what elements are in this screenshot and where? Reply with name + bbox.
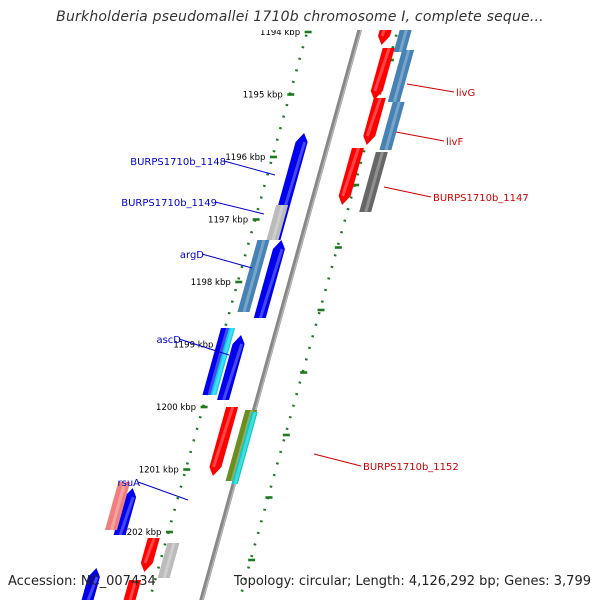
gene-sheen bbox=[162, 542, 176, 579]
gene-livg-a bbox=[370, 48, 395, 100]
gene-label-left: BURPS1710b_1148 bbox=[130, 157, 226, 168]
gene-label-right: BURPS1710b_1152 bbox=[363, 462, 459, 473]
gene-ascd-c bbox=[217, 335, 245, 400]
gene-label-right: livG bbox=[456, 88, 475, 99]
gene-sheen bbox=[364, 151, 384, 213]
gene-sheen bbox=[392, 49, 411, 103]
gene-sheen bbox=[212, 327, 234, 396]
gene-livh bbox=[378, 30, 392, 45]
gene-burps1710b-1147 bbox=[359, 152, 388, 212]
gene-livf-a bbox=[363, 98, 386, 145]
ruler-label: 1199 kbp bbox=[173, 341, 213, 351]
gene-sheen bbox=[110, 481, 127, 531]
label-leaders: BURPS1710b_1148 BURPS1710b_1149 argD ascD rs… bbox=[118, 83, 529, 501]
gene-sheen bbox=[207, 327, 230, 396]
chromosome-backbone bbox=[199, 30, 363, 600]
gene-label-right: livF bbox=[446, 137, 463, 148]
ruler-label: 1198 kbp bbox=[191, 278, 231, 288]
leader-line bbox=[214, 201, 265, 215]
ruler-label: 1200 kbp bbox=[156, 403, 196, 413]
accession-text: Accession: NC_007434 bbox=[8, 574, 156, 589]
leader-line bbox=[313, 453, 362, 467]
gene-label-left: argD bbox=[180, 250, 204, 261]
gene-sheen bbox=[341, 147, 360, 197]
gene-label-right: BURPS1710b_1147 bbox=[433, 193, 529, 204]
gene-ascd-b bbox=[210, 328, 236, 395]
gene-livg bbox=[387, 50, 415, 102]
gene-next-forward bbox=[81, 568, 100, 600]
leader-line bbox=[178, 338, 230, 356]
gene-label-left: BURPS1710b_1149 bbox=[121, 198, 217, 209]
gene-label-left: rsuA bbox=[118, 478, 141, 489]
leader-line bbox=[406, 83, 455, 93]
gene-sheen bbox=[384, 101, 401, 151]
gene-sheen bbox=[86, 576, 99, 600]
gene-sheen bbox=[222, 343, 244, 401]
gene-lower-reverse bbox=[140, 538, 160, 572]
leader-line bbox=[383, 186, 432, 198]
gene-sheen bbox=[258, 248, 284, 319]
chromosome-backbone-highlight bbox=[202, 30, 362, 600]
gene-sheen bbox=[373, 47, 391, 92]
gene-sheen bbox=[271, 204, 285, 241]
ruler-label: 1196 kbp bbox=[225, 153, 265, 163]
gene-sheen bbox=[398, 30, 408, 53]
ruler-label: 1201 kbp bbox=[139, 466, 179, 476]
ruler-label: 1202 kbp bbox=[121, 528, 161, 538]
gene-rsua-neighbor bbox=[104, 482, 131, 530]
leader-line bbox=[137, 481, 189, 501]
gene-burps1710b-1147-a bbox=[338, 148, 364, 205]
gene-livm bbox=[393, 30, 412, 52]
gene-burps1710b-1152-a bbox=[209, 407, 239, 476]
gene-sheen bbox=[230, 409, 254, 482]
gene-argd-forward bbox=[253, 240, 285, 318]
gene-rsua bbox=[113, 488, 137, 535]
gene-label-left: ascD bbox=[156, 335, 181, 346]
gene-sheen bbox=[128, 579, 138, 600]
gene-burps1710b-1152-b bbox=[231, 412, 258, 484]
topology-text: Topology: circular; Length: 4,126,292 bp… bbox=[233, 574, 591, 589]
ruler-rail-left bbox=[148, 30, 310, 600]
gene-sheen bbox=[233, 411, 257, 485]
ruler-label: 1194 kbp bbox=[260, 28, 300, 38]
leader-line bbox=[223, 160, 276, 176]
gene-burps1710b-1149 bbox=[266, 205, 289, 240]
ruler-label: 1197 kbp bbox=[208, 216, 248, 226]
ruler-label: 1195 kbp bbox=[243, 91, 283, 101]
gene-sheen bbox=[118, 496, 135, 536]
gene-sheen bbox=[365, 97, 382, 137]
gene-bottom-reverse bbox=[123, 580, 142, 600]
leader-line bbox=[201, 253, 253, 269]
map-title: Burkholderia pseudomallei 1710b chromoso… bbox=[56, 9, 544, 25]
gene-sheen bbox=[143, 537, 156, 564]
gene-sheen bbox=[242, 239, 266, 313]
gene-argd bbox=[237, 240, 270, 312]
gene-livf bbox=[379, 102, 405, 150]
gene-lower-grey bbox=[157, 543, 180, 578]
gene-layer bbox=[81, 30, 415, 600]
leader-line bbox=[395, 131, 445, 142]
gene-sheen bbox=[212, 406, 235, 468]
